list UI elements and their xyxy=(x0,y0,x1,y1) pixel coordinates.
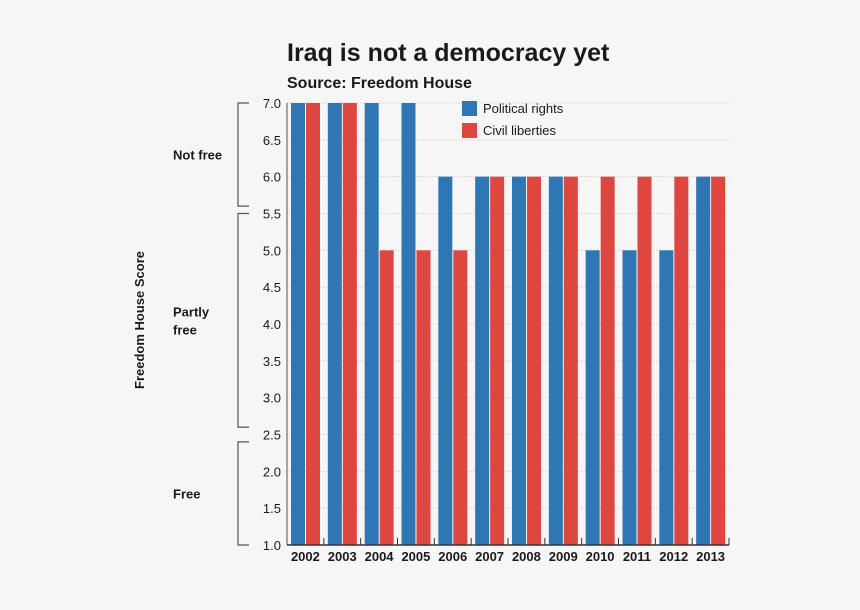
bar-civil-liberties-2005 xyxy=(416,250,431,546)
bar-political-rights-2012 xyxy=(659,250,674,546)
x-tick-label: 2006 xyxy=(438,549,467,564)
x-tick-label: 2002 xyxy=(291,549,320,564)
x-tick-label: 2009 xyxy=(549,549,578,564)
x-tick-label: 2010 xyxy=(586,549,615,564)
bar-civil-liberties-2013 xyxy=(711,176,726,545)
x-tick-label: 2005 xyxy=(401,549,430,564)
band-label: Not free xyxy=(173,148,222,163)
bar-civil-liberties-2003 xyxy=(342,103,357,545)
band-label: Partly xyxy=(173,304,210,319)
y-tick-label: 5.5 xyxy=(263,207,281,222)
bar-political-rights-2003 xyxy=(327,103,342,545)
bar-civil-liberties-2007 xyxy=(490,176,505,545)
bar-civil-liberties-2004 xyxy=(379,250,394,546)
x-tick-label: 2004 xyxy=(365,549,395,564)
bar-political-rights-2002 xyxy=(291,103,305,545)
bar-political-rights-2008 xyxy=(512,176,526,545)
legend-label: Political rights xyxy=(483,101,564,116)
band-label: Free xyxy=(173,486,200,501)
y-tick-label: 5.0 xyxy=(263,243,281,258)
y-tick-label: 6.5 xyxy=(263,133,281,148)
bar-civil-liberties-2002 xyxy=(306,103,320,545)
band-bracket xyxy=(237,102,249,207)
bar-political-rights-2006 xyxy=(438,176,453,545)
y-tick-label: 3.0 xyxy=(263,391,281,406)
legend-swatch xyxy=(462,123,477,138)
y-tick-label: 1.5 xyxy=(263,501,281,516)
bar-civil-liberties-2008 xyxy=(527,176,541,545)
bar-political-rights-2007 xyxy=(475,176,490,545)
chart-subtitle: Source: Freedom House xyxy=(287,75,472,92)
chart-title: Iraq is not a democracy yet xyxy=(287,39,610,67)
y-tick-label: 6.0 xyxy=(263,170,281,185)
x-tick-label: 2007 xyxy=(475,549,504,564)
y-tick-label: 4.5 xyxy=(263,280,281,295)
bar-civil-liberties-2006 xyxy=(453,250,468,546)
band-label: free xyxy=(173,322,197,337)
x-tick-label: 2011 xyxy=(623,549,651,564)
x-tick-label: 2008 xyxy=(512,549,541,564)
y-tick-label: 1.0 xyxy=(263,538,281,553)
x-tick-label: 2013 xyxy=(696,549,725,564)
band-bracket xyxy=(237,441,249,546)
legend-swatch xyxy=(462,101,477,116)
bar-political-rights-2013 xyxy=(696,176,711,545)
y-axis-label: Freedom House Score xyxy=(132,251,147,389)
bar-political-rights-2011 xyxy=(622,250,637,546)
bar-political-rights-2005 xyxy=(401,103,416,545)
y-tick-label: 3.5 xyxy=(263,354,281,369)
x-tick-label: 2012 xyxy=(659,549,688,564)
legend-label: Civil liberties xyxy=(483,123,556,138)
bar-civil-liberties-2010 xyxy=(600,176,615,545)
bar-civil-liberties-2011 xyxy=(637,176,652,545)
bar-civil-liberties-2012 xyxy=(674,176,689,545)
y-tick-label: 2.0 xyxy=(263,464,281,479)
bar-political-rights-2010 xyxy=(585,250,600,546)
y-tick-label: 7.0 xyxy=(263,96,281,111)
y-tick-label: 2.5 xyxy=(263,428,281,443)
bar-political-rights-2009 xyxy=(548,176,563,545)
bar-civil-liberties-2009 xyxy=(563,176,578,545)
bar-political-rights-2004 xyxy=(364,103,379,545)
band-bracket xyxy=(237,212,249,428)
x-tick-label: 2003 xyxy=(328,549,357,564)
y-tick-label: 4.0 xyxy=(263,317,281,332)
